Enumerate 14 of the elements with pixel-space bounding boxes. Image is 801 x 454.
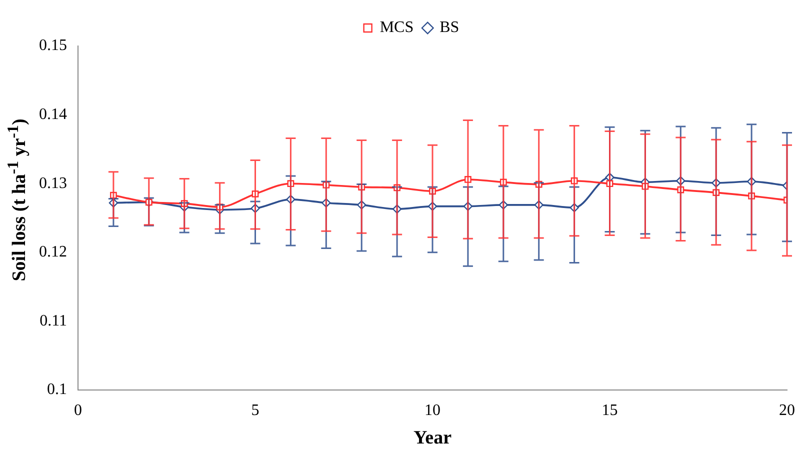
y-tick-label: 0.13: [39, 174, 67, 192]
x-axis-title: Year: [414, 428, 452, 449]
y-tick-label: 0.1: [47, 381, 67, 398]
y-tick-label: 0.14: [39, 106, 67, 124]
x-tick-label: 20: [779, 402, 795, 419]
y-tick-label: 0.15: [39, 37, 67, 54]
legend-label: MCS: [380, 19, 414, 36]
y-tick-label: 0.11: [40, 312, 67, 330]
x-tick-label: 0: [74, 402, 82, 419]
x-tick-label: 15: [602, 402, 618, 419]
legend-label: BS: [440, 19, 460, 36]
x-tick-label: 5: [251, 402, 260, 419]
y-tick-label: 0.12: [39, 244, 67, 261]
x-tick-label: 10: [424, 402, 440, 419]
